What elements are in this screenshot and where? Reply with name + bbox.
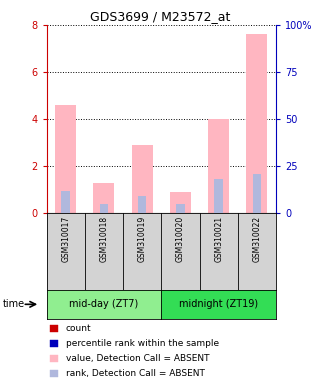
Bar: [214, 179, 223, 213]
Bar: [100, 204, 108, 213]
Text: time: time: [3, 299, 25, 310]
Text: count: count: [66, 324, 91, 333]
Bar: [253, 174, 261, 213]
Text: GDS3699 / M23572_at: GDS3699 / M23572_at: [90, 10, 231, 23]
Bar: [132, 145, 153, 213]
Bar: [93, 182, 115, 213]
Text: rank, Detection Call = ABSENT: rank, Detection Call = ABSENT: [66, 369, 205, 378]
Bar: [170, 192, 191, 213]
Bar: [208, 119, 229, 213]
Bar: [247, 35, 267, 213]
Text: GSM310021: GSM310021: [214, 215, 223, 262]
Text: mid-day (ZT7): mid-day (ZT7): [69, 299, 139, 310]
Bar: [61, 190, 70, 213]
Bar: [176, 204, 185, 213]
Text: GSM310019: GSM310019: [138, 215, 147, 262]
Text: GSM310022: GSM310022: [252, 215, 261, 262]
Bar: [138, 196, 146, 213]
Text: GSM310020: GSM310020: [176, 215, 185, 262]
Bar: [55, 105, 76, 213]
Text: GSM310017: GSM310017: [61, 215, 70, 262]
Text: GSM310018: GSM310018: [100, 215, 108, 262]
Text: midnight (ZT19): midnight (ZT19): [179, 299, 258, 310]
Text: value, Detection Call = ABSENT: value, Detection Call = ABSENT: [66, 354, 209, 363]
Text: percentile rank within the sample: percentile rank within the sample: [66, 339, 219, 348]
